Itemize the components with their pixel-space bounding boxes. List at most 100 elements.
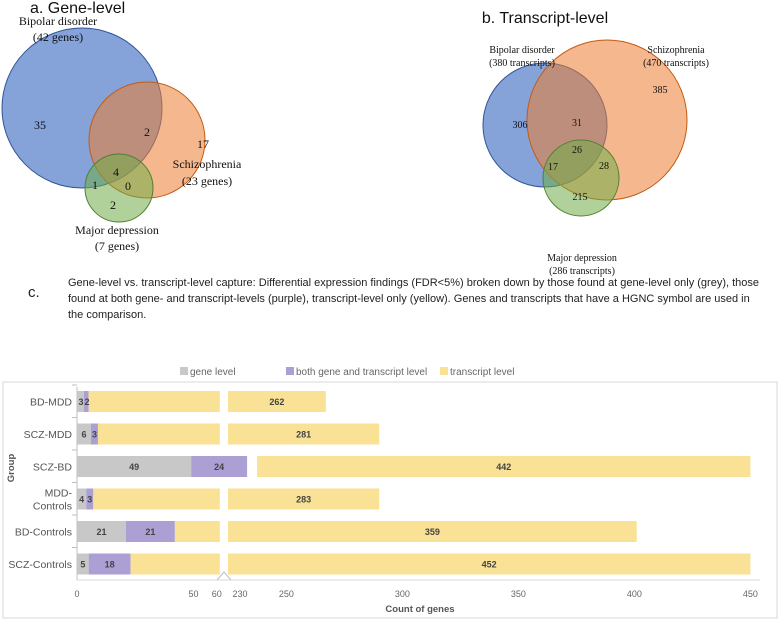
data-label-transcript: 281 [296,430,311,440]
data-label-both: 24 [214,462,224,472]
circle-depression [84,153,154,223]
bar-both-levels [83,391,89,412]
category-label: SCZ-BD [33,462,73,474]
chart-frame [2,381,778,619]
x-tick-label: 450 [743,589,758,599]
x-tick-label: 60 [212,589,222,599]
region-count: 1 [92,178,98,192]
bar-gene-level [77,423,91,445]
set-label: Major depression [547,253,617,264]
region-count: 4 [113,165,119,179]
region-count: 0 [125,179,131,193]
region-count: 2 [144,125,150,139]
data-label-transcript: 262 [269,397,284,407]
x-tick-label: 300 [395,589,410,599]
panel-c-label: c. [28,284,40,301]
bar-transcript-level [228,391,326,412]
category-label: SCZ-Controls [8,559,72,571]
bar-transcript-level [228,553,751,575]
legend-swatch [440,367,448,375]
data-label-transcript: 283 [296,495,311,505]
bar-transcript-level [257,456,751,477]
data-label-transcript: 359 [425,527,440,537]
region-count: 26 [572,145,582,156]
set-label: Bipolar disorder [489,45,555,56]
bar-both-levels [90,423,98,445]
region-count: 28 [599,161,609,172]
bar-transcript-level [228,488,380,510]
set-label: Major depression [75,223,159,237]
legend-swatch [286,367,294,375]
caption-text: Gene-level vs. transcript-level capture:… [68,277,760,321]
x-tick-label: 50 [188,589,198,599]
legend-label: gene level [190,367,236,378]
bar-both-levels [191,456,248,477]
region-count: 215 [573,192,588,203]
set-count: (23 genes) [182,174,232,188]
bar-gene-level [77,521,126,542]
bar-transcript-level [228,521,637,542]
axis-break-mark [216,571,232,581]
category-label: BD-Controls [15,527,72,539]
venn-b-title: b. Transcript-level [482,10,608,27]
data-label-gene: 5 [80,560,85,570]
bar-gene-level [77,488,87,510]
set-label: Schizophrenia [647,45,705,56]
legend-swatch [180,367,188,375]
bar-gene-level [77,391,84,412]
data-label-gene: 3 [78,397,83,407]
data-label-both: 18 [105,560,115,570]
region-count: 17 [197,137,209,151]
set-count: (470 transcripts) [643,58,709,69]
bar-gene-level [77,456,192,477]
circle-depression [542,139,620,217]
bar-transcript-level-left [97,423,220,445]
region-count: 2 [110,198,116,212]
data-label-gene: 6 [81,430,86,440]
bar-both-levels [125,521,175,542]
x-tick-label: 230 [232,589,247,599]
data-label-transcript: 442 [496,462,511,472]
data-label-transcript: 452 [482,560,497,570]
set-count: (42 genes) [33,30,83,44]
data-label-gene: 4 [79,495,84,505]
set-label: Bipolar disorder [19,14,97,28]
bar-both-levels [86,488,94,510]
legend-label: transcript level [450,367,514,378]
category-label: SCZ-MDD [24,429,73,441]
category-label: BD-MDD [30,397,72,409]
data-label-both: 3 [87,495,92,505]
data-label-both: 2 [84,397,89,407]
set-label: Schizophrenia [173,157,242,171]
x-axis-title: Count of genes [385,604,454,615]
bar-transcript-level-left [88,391,220,412]
x-tick-label: 400 [627,589,642,599]
region-count: 385 [653,85,668,96]
bar-transcript-level-left [174,521,220,542]
bar-gene-level [77,553,89,575]
category-label: MDD- [45,488,73,500]
region-count: 306 [513,120,528,131]
region-count: 17 [548,162,558,173]
bar-transcript-level [228,423,380,445]
legend-label: both gene and transcript level [296,367,427,378]
data-label-both: 3 [92,430,97,440]
x-tick-label: 350 [511,589,526,599]
set-count: (7 genes) [95,239,139,253]
venn-a-title: a. Gene-level [30,0,125,17]
y-axis-title: Group [6,454,17,483]
set-count: (380 transcripts) [489,58,555,69]
region-count: 35 [34,118,46,132]
bar-both-levels [88,553,131,575]
x-tick-label: 0 [74,589,79,599]
category-label: Controls [33,501,72,513]
bar-transcript-level-left [93,488,220,510]
data-label-both: 21 [145,527,155,537]
bar-transcript-level-left [130,553,220,575]
x-tick-label: 250 [279,589,294,599]
data-label-gene: 49 [129,462,139,472]
set-count: (286 transcripts) [549,266,615,277]
data-label-gene: 21 [96,527,106,537]
region-count: 31 [572,118,582,129]
